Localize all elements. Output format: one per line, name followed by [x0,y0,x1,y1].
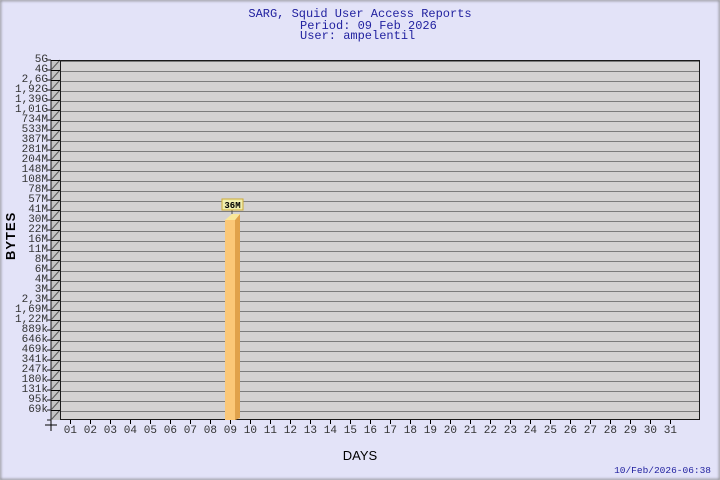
svg-text:36M: 36M [224,201,240,211]
